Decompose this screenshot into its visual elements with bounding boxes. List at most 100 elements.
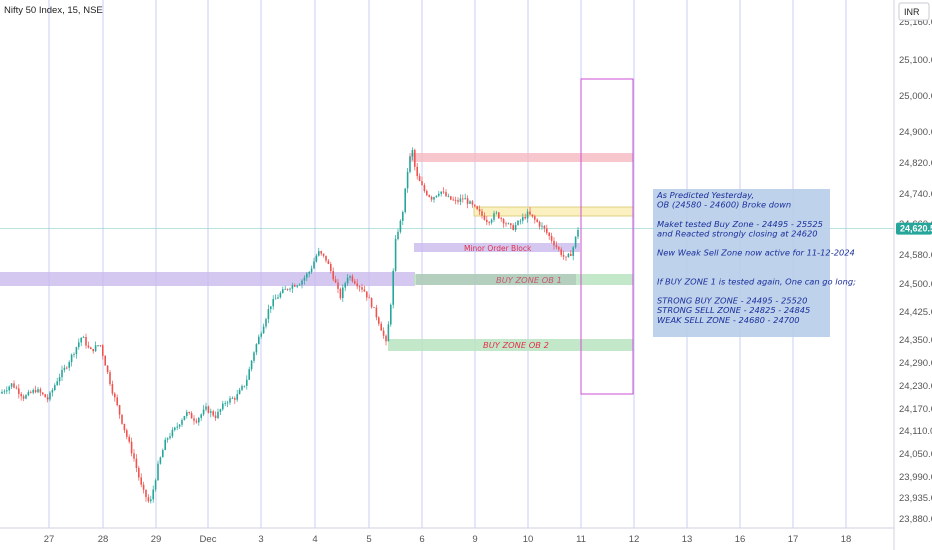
y-tick-label: 23,990.00 <box>899 472 932 483</box>
note-line: New Weak Sell Zone now active for 11-12-… <box>657 248 855 258</box>
x-tick-label: 17 <box>788 534 799 545</box>
candle-body <box>440 191 442 194</box>
candle-body <box>320 251 322 254</box>
buy-zone-ob1 <box>414 274 633 285</box>
candle-body <box>94 345 97 352</box>
candle-body <box>250 360 253 370</box>
candle-body <box>346 277 349 284</box>
currency-button-label[interactable]: INR <box>904 7 920 17</box>
candle-body <box>553 240 555 246</box>
candle-body <box>459 198 462 202</box>
candle-body <box>507 223 510 225</box>
candle-body <box>54 385 56 391</box>
candle-body <box>154 480 157 490</box>
candle-body <box>550 235 553 241</box>
candle-body <box>344 283 346 288</box>
candle-body <box>164 439 166 451</box>
y-tick-label: 24,230.00 <box>899 381 932 392</box>
y-tick-label: 24,580.00 <box>899 250 932 261</box>
candle-body <box>435 195 438 198</box>
candle-body <box>358 286 361 288</box>
note-line: WEAK SELL ZONE - 24680 - 24700 <box>657 315 800 325</box>
candle-body <box>18 388 20 394</box>
candle-body <box>531 214 534 217</box>
candle-body <box>253 352 255 361</box>
candle-body <box>171 429 174 437</box>
x-tick-label: 10 <box>523 534 534 545</box>
candle-body <box>272 299 274 307</box>
candle-body <box>159 457 162 464</box>
candle-body <box>366 291 368 298</box>
candle-body <box>414 149 416 167</box>
candle-body <box>500 218 502 220</box>
candle-body <box>291 285 294 289</box>
y-tick-label: 24,110.00 <box>899 426 932 437</box>
candle-body <box>351 276 354 282</box>
candle-body <box>243 385 246 387</box>
candle-body <box>294 285 296 287</box>
candle-body <box>519 220 522 222</box>
candle-body <box>505 223 507 225</box>
candle-body <box>378 317 380 324</box>
y-axis: 25,160.00 25,100.00 25,000.00 24,900.00 24,8… <box>899 17 932 525</box>
buy-zone-ob1-label: BUY ZONE OB 1 <box>496 275 562 285</box>
candle-body <box>574 236 577 248</box>
candle-body <box>3 391 6 393</box>
candle-body <box>411 149 414 157</box>
candle-body <box>78 342 80 348</box>
candle-body <box>13 383 15 388</box>
x-tick-label: 4 <box>312 534 317 545</box>
candle-body <box>42 392 44 395</box>
currency-button-frame[interactable] <box>898 2 930 21</box>
candle-body <box>255 344 258 353</box>
candle-body <box>217 411 219 419</box>
y-tick-label: 24,050.00 <box>899 449 932 460</box>
candle-body <box>445 192 447 197</box>
candle-body <box>34 390 37 393</box>
candle-body <box>32 390 34 393</box>
candle-body <box>483 215 486 220</box>
minor-order-block-zone <box>414 243 580 252</box>
candle-body <box>526 211 529 219</box>
candle-body <box>543 225 546 229</box>
candle-body <box>560 249 562 256</box>
candle-body <box>99 345 102 347</box>
candle-body <box>462 198 464 200</box>
candle-body <box>495 212 498 214</box>
candle-body <box>126 430 128 437</box>
candle-body <box>75 347 78 355</box>
candle-body <box>430 196 433 200</box>
candle-body <box>361 287 363 290</box>
candle-body <box>188 411 190 413</box>
candle-body <box>140 477 142 485</box>
x-tick-label: 11 <box>576 534 586 545</box>
candle-body <box>123 423 126 431</box>
candle-body <box>447 196 450 197</box>
candle-body <box>145 489 147 498</box>
candle-body <box>514 224 517 230</box>
candle-body <box>354 281 356 284</box>
candle-body <box>90 347 92 349</box>
candle-body <box>97 345 99 347</box>
y-tick-label: 24,350.00 <box>899 335 932 346</box>
candle-body <box>570 253 572 256</box>
note-line: As Predicted Yesterday, <box>656 190 754 200</box>
candle-body <box>10 383 13 387</box>
candle-body <box>27 391 30 396</box>
candle-body <box>438 193 440 196</box>
candle-body <box>25 395 27 399</box>
candle-body <box>37 389 39 393</box>
x-tick-label: 9 <box>472 534 477 545</box>
candle-body <box>517 220 519 225</box>
candle-body <box>548 232 550 236</box>
candle-body <box>200 414 202 418</box>
candle-body <box>152 489 154 500</box>
currency-button[interactable]: INR <box>898 2 930 21</box>
candle-body <box>567 253 570 258</box>
candle-body <box>394 239 397 271</box>
candle-body <box>385 335 387 342</box>
candle-body <box>157 463 159 481</box>
candle-body <box>111 384 114 394</box>
x-tick-label: 28 <box>98 534 109 545</box>
candle-body <box>130 441 133 454</box>
